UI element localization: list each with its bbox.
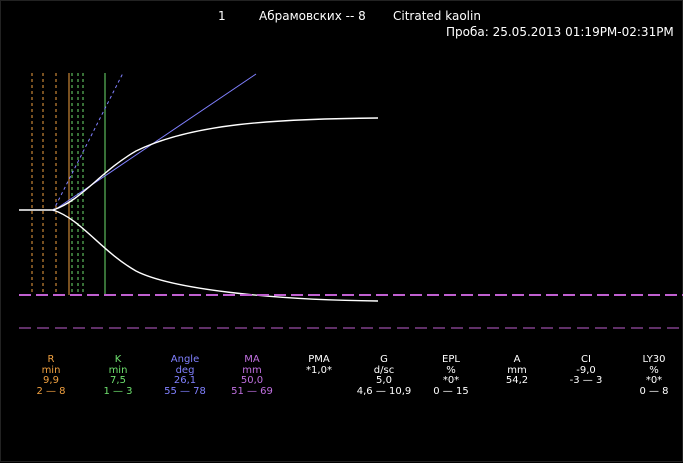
param-ly30: LY30% *0* 0 — 8 bbox=[619, 354, 683, 397]
param-range: 0 — 8 bbox=[639, 385, 669, 397]
param-range: 51 — 69 bbox=[231, 385, 273, 397]
param-unit: min bbox=[108, 364, 128, 376]
param-value: -9,0 bbox=[576, 364, 596, 376]
param-range: -3 — 3 bbox=[569, 375, 603, 386]
tracing-upper-curve bbox=[19, 117, 379, 211]
param-unit: % bbox=[446, 364, 456, 376]
param-range: 2 — 8 bbox=[36, 385, 66, 397]
param-unit: deg bbox=[175, 364, 195, 376]
param-value: 5,0 bbox=[376, 375, 392, 386]
param-name: PMA bbox=[308, 354, 330, 365]
param-range: 1 — 3 bbox=[103, 385, 133, 397]
param-name: CI bbox=[581, 354, 591, 365]
param-range: 4,6 — 10,9 bbox=[356, 385, 412, 397]
param-unit: mm bbox=[507, 364, 527, 376]
param-name: MA bbox=[244, 354, 260, 365]
param-value: *1,0* bbox=[306, 364, 332, 376]
param-name: G bbox=[380, 354, 388, 365]
param-name: LY30 bbox=[642, 354, 666, 365]
marker-lines bbox=[31, 73, 106, 295]
param-angle: Angle deg 26,1 55 — 78 bbox=[150, 354, 220, 397]
param-name: K bbox=[114, 354, 122, 365]
param-ci: CI -9,0 -3 — 3 bbox=[551, 354, 621, 387]
param-value: *0* bbox=[645, 375, 663, 386]
param-pma: PMA *1,0* bbox=[284, 354, 354, 376]
param-name: A bbox=[513, 354, 521, 365]
param-unit: % bbox=[649, 364, 659, 376]
angle-tangent-dashed bbox=[52, 72, 124, 212]
param-ma: MA mm 50,0 51 — 69 bbox=[217, 354, 287, 397]
param-value: 50,0 bbox=[240, 375, 264, 386]
reagent-label: Citrated kaolin bbox=[393, 9, 481, 23]
param-range: 0 — 15 bbox=[433, 385, 469, 397]
param-value: 7,5 bbox=[110, 375, 126, 386]
tracing-lower-curve bbox=[52, 209, 379, 302]
sample-time: Проба: 25.05.2013 01:19PM-02:31PM bbox=[446, 25, 674, 39]
param-unit: mm bbox=[242, 364, 262, 376]
param-value: 26,1 bbox=[173, 375, 197, 386]
param-epl: EPL% *0* 0 — 15 bbox=[416, 354, 486, 397]
param-name: EPL bbox=[442, 354, 460, 365]
channel-number: 1 bbox=[218, 9, 226, 23]
param-name: Angle bbox=[170, 354, 200, 365]
param-value: 54,2 bbox=[505, 375, 529, 386]
param-range: 55 — 78 bbox=[164, 385, 206, 397]
patient-name: Абрамовских -- 8 bbox=[259, 9, 366, 23]
param-value: 9,9 bbox=[43, 375, 59, 386]
param-value: *0* bbox=[442, 375, 460, 386]
param-unit: d/sc bbox=[373, 364, 395, 376]
param-name: R bbox=[47, 354, 55, 365]
param-unit: min bbox=[41, 364, 61, 376]
